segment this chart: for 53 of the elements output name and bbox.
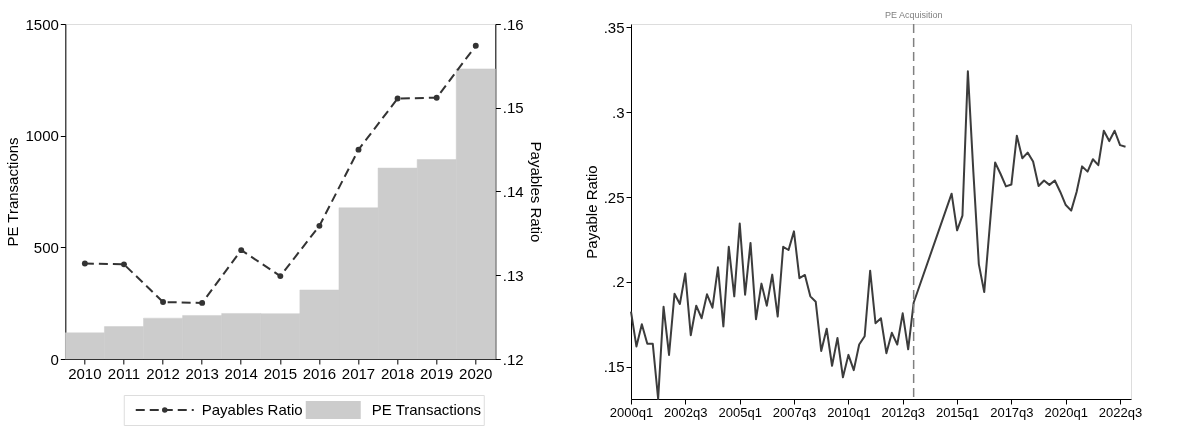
y2-tick-label: .14 [502,183,524,200]
point [121,261,127,268]
x-tick-label: 2017 [341,364,376,382]
y-tick-label: .3 [611,103,625,121]
point [277,273,284,280]
x-tick-label: 2015q1 [935,404,980,420]
y-tick-label: .35 [603,18,625,36]
x-tick-label: 2022q3 [1098,404,1143,420]
y-tick-label: .2 [611,273,625,291]
x-tick-label: 2011 [107,364,141,382]
y-tick-label: 0 [50,350,59,368]
legend-label: PE Transactions [371,401,481,418]
y2-tick-label: .13 [502,266,524,284]
y-axis-title: Payable Ratio [582,165,600,259]
x-tick-label: 2012 [146,364,180,382]
y-tick-label: .25 [603,188,625,206]
point [81,260,88,267]
point [316,222,323,229]
y-tick-label: 1500 [25,15,59,33]
x-tick-label: 2018 [380,364,415,382]
x-tick-label: 2014 [224,364,258,382]
y2-tick-label: .16 [502,15,524,33]
point [433,94,440,101]
x-tick-label: 2005q1 [718,404,762,420]
point [355,146,362,153]
legend-label: Payables Ratio [201,401,303,418]
y-tick-label: .15 [603,358,625,376]
point [394,95,401,102]
y-tick-label: 500 [33,238,59,256]
y2-tick-label: .12 [502,350,524,368]
point [472,42,479,49]
x-tick-label: 2016 [302,364,337,382]
x-tick-label: 2017q3 [990,404,1034,420]
ref-line-label: PE Acquisition [884,10,943,20]
y2-tick-label: .15 [502,99,524,117]
x-tick-label: 2015 [263,364,298,382]
y2-axis-title: Payables Ratio [527,141,545,243]
y-tick-label: 1000 [25,127,59,145]
x-tick-label: 2007q3 [772,404,817,420]
x-tick-label: 2020 [459,364,493,382]
point [199,299,206,306]
x-tick-label: 2002q3 [664,404,708,420]
point [160,299,167,305]
x-tick-label: 2010q1 [827,404,871,420]
y-axis-title: PE Transactions [4,137,22,247]
x-tick-label: 2012q3 [881,404,925,420]
point [238,247,245,254]
x-tick-label: 2020q1 [1044,404,1088,420]
line-series [630,70,1127,400]
x-tick-label: 2013 [185,364,219,382]
x-tick-label: 2000q1 [609,404,654,420]
x-tick-label: 2019 [420,364,454,382]
x-tick-label: 2010 [68,364,102,382]
